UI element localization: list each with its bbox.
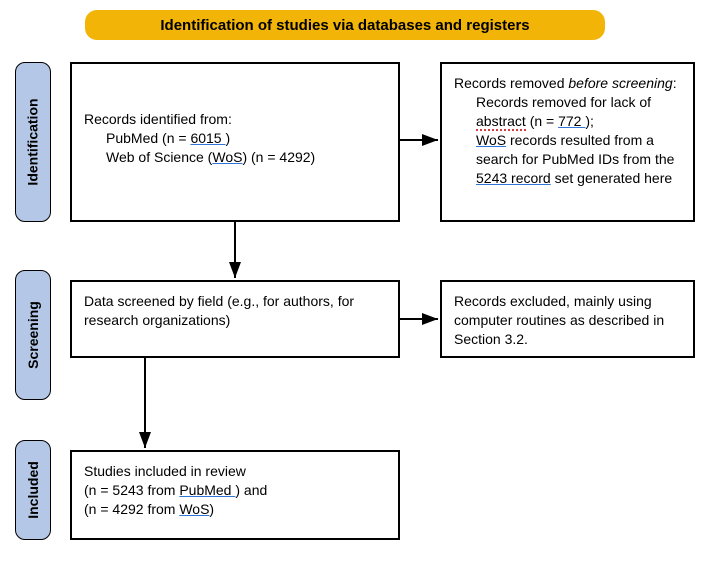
header-text: Identification of studies via databases …: [160, 17, 529, 34]
box-excluded: Records excluded, mainly using computer …: [440, 280, 695, 358]
stage-identification: Identification: [15, 62, 51, 222]
box-identified: Records identified from:PubMed (n = 6015…: [70, 62, 400, 222]
header-banner: Identification of studies via databases …: [85, 10, 605, 40]
prisma-flowchart: Identification of studies via databases …: [0, 0, 708, 567]
stage-screening: Screening: [15, 270, 51, 400]
box-removed: Records removed before screening:Records…: [440, 62, 695, 222]
box-screened: Data screened by field (e.g., for author…: [70, 280, 400, 358]
box-included: Studies included in review(n = 5243 from…: [70, 450, 400, 540]
stage-included: Included: [15, 440, 51, 540]
